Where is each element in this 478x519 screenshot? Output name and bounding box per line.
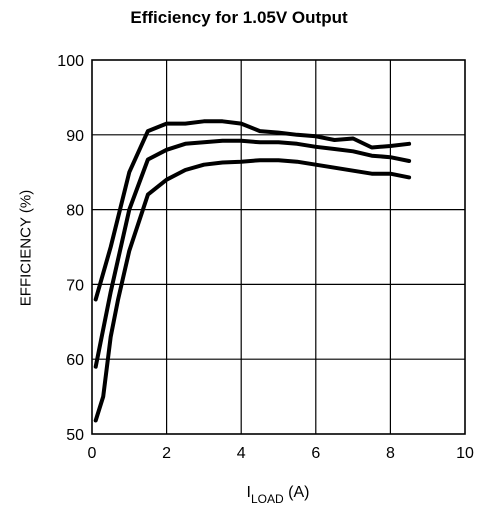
x-axis-label: ILOAD (A) (246, 484, 310, 506)
y-tick-label: 60 (66, 352, 84, 369)
y-tick-label: 90 (66, 128, 84, 145)
chart-title: Efficiency for 1.05V Output (130, 8, 348, 27)
x-axis-label-subscript: LOAD (250, 492, 284, 506)
x-tick-label: 10 (456, 445, 474, 462)
x-tick-label: 2 (162, 445, 171, 462)
y-tick-label: 50 (66, 427, 84, 444)
x-tick-label: 6 (311, 445, 320, 462)
x-tick-label: 8 (386, 445, 395, 462)
efficiency-curve-3 (93, 158, 412, 423)
x-tick-label: 0 (88, 445, 97, 462)
x-axis-label-main: I (246, 484, 251, 501)
efficiency-curve-1 (93, 119, 412, 302)
y-tick-label: 80 (66, 203, 84, 220)
x-axis-label-unit: (A) (288, 484, 310, 501)
y-tick-label: 70 (66, 277, 84, 294)
x-tick-label: 4 (237, 445, 246, 462)
efficiency-curve-2 (93, 138, 412, 369)
y-tick-label: 100 (57, 53, 84, 70)
plot-frame (91, 59, 466, 435)
